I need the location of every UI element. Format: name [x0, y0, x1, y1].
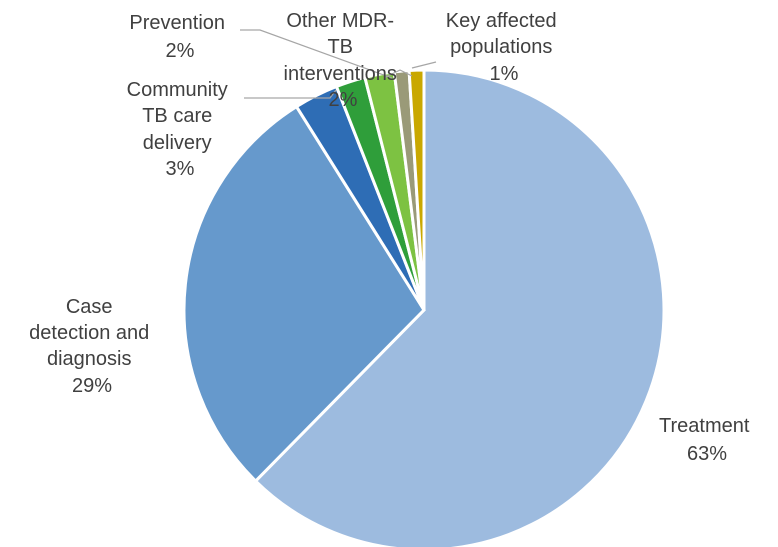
slice-label-case-detection: Case detection and diagnosis 29%: [29, 296, 155, 397]
slice-label-prevention: Prevention 2%: [129, 12, 230, 62]
pie-slice-case-detection: [182, 104, 426, 484]
pie-slice-unlabeled: [407, 68, 426, 311]
leader-line-key-affected: [411, 61, 437, 69]
leader-line-community: [244, 89, 337, 99]
slice-label-key-affected: Key affected populations 1%: [446, 10, 562, 85]
pie-slice-treatment: [253, 68, 666, 547]
slice-label-community-tb: Community TB care delivery 3%: [127, 79, 234, 180]
leader-line-prevention: [240, 29, 393, 79]
leader-line-other-mdr: [383, 69, 413, 79]
slice-label-treatment: Treatment 63%: [659, 415, 755, 465]
pie-slices: [182, 68, 666, 547]
leader-lines: [240, 29, 437, 99]
slice-label-other-mdr: Other MDR- TB interventions 2%: [284, 10, 403, 111]
